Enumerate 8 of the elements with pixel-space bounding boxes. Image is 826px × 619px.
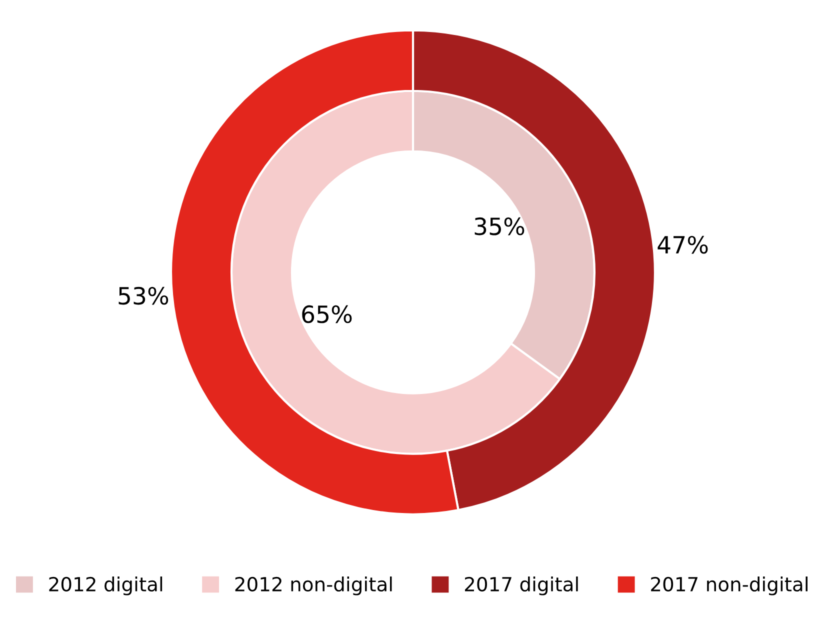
legend-label: 2017 non-digital	[651, 576, 808, 596]
data-label: 47%	[658, 236, 708, 254]
data-label: 35%	[474, 217, 524, 236]
data-label: 53%	[118, 286, 168, 305]
legend-label: 2012 non-digital	[235, 576, 392, 596]
legend-label: 2012 digital	[49, 576, 162, 596]
legend-label: 2017 digital	[464, 576, 578, 596]
data-label: 65%	[302, 305, 352, 324]
